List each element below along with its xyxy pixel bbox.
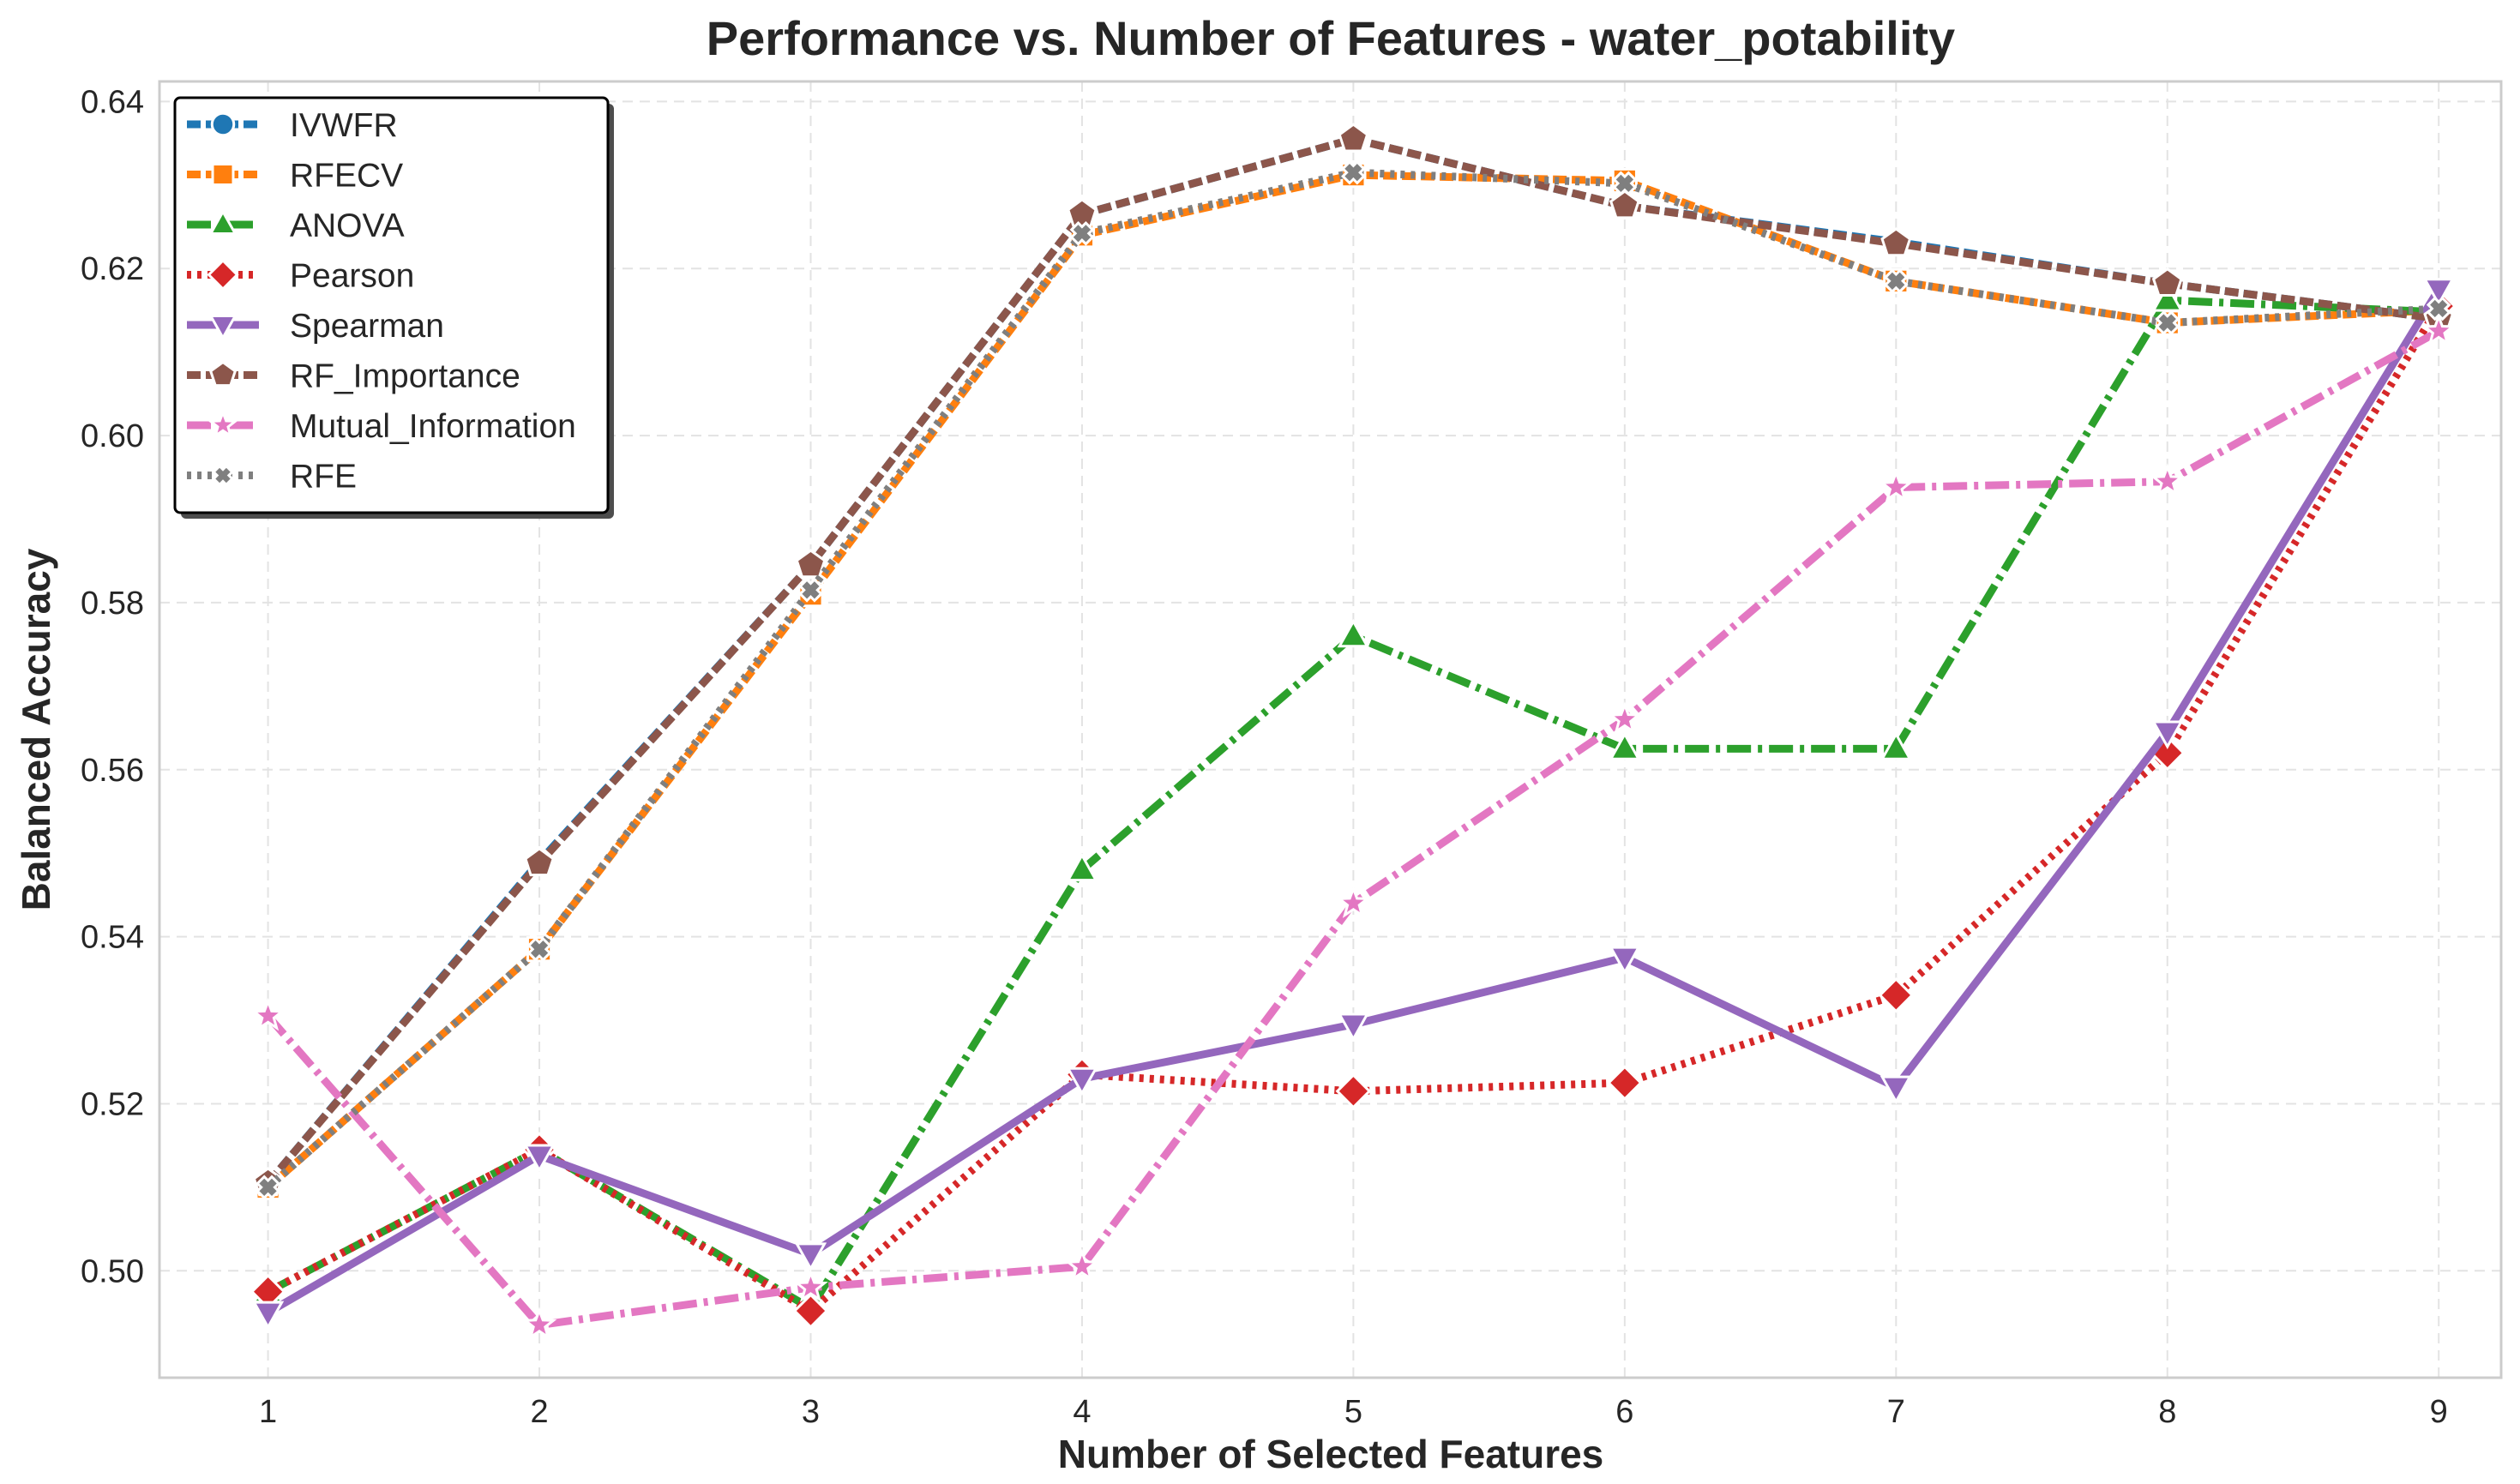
data-point-pearson — [1335, 1072, 1372, 1109]
series-spearman — [251, 278, 2455, 1331]
legend-item-mutual-information: Mutual_Information — [187, 408, 576, 445]
data-point-spearman — [2422, 278, 2455, 307]
data-point-anova — [1609, 731, 1641, 760]
series-rfe — [256, 159, 2451, 1200]
data-point-mutual-information — [1064, 1248, 1100, 1282]
legend-marker — [211, 163, 235, 186]
x-axis-label: Number of Selected Features — [1058, 1432, 1604, 1476]
data-point-rfe — [1883, 268, 1909, 294]
legend: IVWFR RFECV ANOVA Pearson Spearman RF_Importa… — [173, 96, 614, 519]
data-point-rfe — [2426, 296, 2451, 321]
legend-marker — [208, 360, 238, 388]
legend-marker — [208, 208, 238, 235]
legend-label: RFE — [290, 459, 357, 496]
grid — [159, 81, 2501, 1378]
data-point-rfe — [1341, 159, 1366, 185]
data-point-mutual-information — [1336, 885, 1371, 918]
legend-item-pearson: Pearson — [187, 258, 414, 295]
legend-label: Spearman — [290, 308, 444, 345]
legend-label: ANOVA — [290, 207, 405, 244]
data-point-mutual-information — [2421, 313, 2457, 346]
series-line-mutual-information — [265, 327, 2441, 1330]
data-point-rfe — [2155, 310, 2180, 335]
data-point-rf-importance — [1880, 227, 1912, 257]
data-point-pearson — [1878, 976, 1915, 1013]
legend-item-anova: ANOVA — [187, 207, 405, 244]
data-point-mutual-information — [2150, 463, 2185, 496]
legend-label: IVWFR — [290, 107, 398, 144]
data-point-anova — [2151, 283, 2184, 312]
x-tick-label: 3 — [802, 1394, 820, 1430]
legend-marker — [210, 111, 236, 137]
legend-item-ivwfr: IVWFR — [187, 107, 398, 144]
data-point-rfe — [1069, 220, 1095, 246]
data-point-rfe — [1612, 171, 1638, 196]
data-point-mutual-information — [521, 1307, 557, 1340]
legend-box — [173, 96, 610, 514]
data-point-rf-importance — [1609, 189, 1640, 219]
y-tick-label: 0.54 — [81, 920, 144, 956]
plot-area — [158, 80, 2503, 1379]
legend-marker — [212, 464, 234, 487]
y-axis-label: Balanced Accuracy — [14, 548, 58, 910]
data-point-mutual-information — [250, 997, 286, 1031]
x-tick-label: 9 — [2430, 1394, 2448, 1430]
x-tick-label: 5 — [1344, 1394, 1362, 1430]
data-point-spearman — [1066, 1066, 1098, 1096]
data-point-rfe — [256, 1175, 280, 1200]
data-point-rfe — [798, 577, 823, 603]
data-point-anova — [1879, 731, 1913, 760]
legend-label: Pearson — [290, 258, 414, 295]
y-tick-label: 0.64 — [81, 84, 144, 120]
y-tick-label: 0.52 — [81, 1086, 144, 1122]
data-point-mutual-information — [1607, 700, 1643, 735]
data-point-rf-importance — [2151, 267, 2183, 297]
y-tick-label: 0.60 — [81, 418, 144, 454]
legend-marker — [207, 258, 239, 291]
data-point-spearman — [1609, 946, 1641, 976]
series-mutual-information — [250, 313, 2457, 1340]
legend-marker — [208, 315, 238, 341]
legend-item-spearman: Spearman — [187, 308, 444, 345]
legend-item-rf-importance: RF_Importance — [187, 358, 520, 395]
y-tick-label: 0.56 — [81, 753, 144, 789]
legend-label: Mutual_Information — [290, 408, 576, 445]
data-point-pearson — [1607, 1065, 1643, 1101]
x-tick-label: 7 — [1887, 1394, 1905, 1430]
data-point-mutual-information — [1879, 469, 1914, 502]
data-point-spearman — [251, 1301, 285, 1331]
data-point-anova — [1066, 852, 1098, 882]
data-point-spearman — [794, 1242, 827, 1271]
y-tick-label: 0.62 — [81, 251, 144, 287]
series-layer — [250, 123, 2457, 1340]
data-point-pearson — [792, 1293, 829, 1329]
legend-label: RF_Importance — [290, 358, 520, 395]
x-tick-label: 6 — [1615, 1394, 1633, 1430]
x-tick-label: 4 — [1073, 1394, 1091, 1430]
data-point-rf-importance — [795, 549, 827, 579]
chart-title: Performance vs. Number of Features - wat… — [707, 11, 1955, 65]
data-point-rfe — [526, 936, 552, 962]
data-point-rf-importance — [1338, 123, 1369, 153]
legend-item-rfe: RFE — [187, 459, 357, 496]
x-tick-label: 8 — [2158, 1394, 2176, 1430]
x-tick-label: 1 — [259, 1394, 277, 1430]
y-tick-label: 0.58 — [81, 586, 144, 622]
data-point-anova — [1337, 618, 1370, 648]
series-rf-importance — [252, 123, 2455, 1197]
data-point-spearman — [2151, 720, 2184, 749]
legend-item-rfecv: RFECV — [187, 158, 403, 195]
tick-labels: 1 2 3 4 5 6 7 8 9 0.50 0.52 0.54 0.56 0.58 0.60 0.62 0.6… — [81, 84, 2448, 1430]
series-line-anova — [266, 296, 2439, 1313]
data-point-mutual-information — [793, 1269, 828, 1302]
y-tick-label: 0.50 — [81, 1253, 144, 1289]
legend-marker — [207, 408, 239, 439]
legend-label: RFECV — [290, 158, 403, 195]
data-point-rf-importance — [524, 847, 555, 877]
data-point-spearman — [1337, 1012, 1370, 1042]
x-tick-label: 2 — [530, 1394, 548, 1430]
data-point-spearman — [1879, 1075, 1913, 1105]
data-point-spearman — [523, 1144, 556, 1173]
